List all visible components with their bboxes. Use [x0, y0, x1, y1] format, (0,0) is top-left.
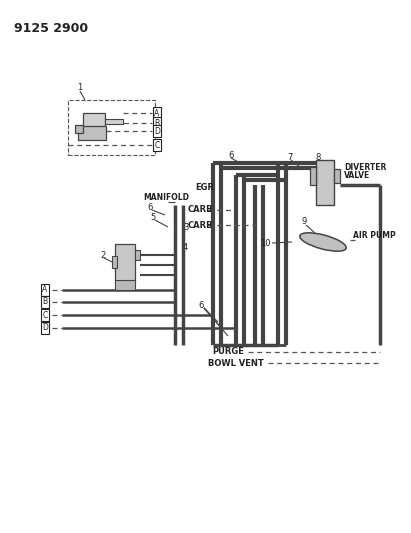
Bar	[334, 169, 340, 183]
Text: VALVE: VALVE	[344, 171, 370, 180]
Text: 9125 2900: 9125 2900	[14, 21, 88, 35]
Bar	[83, 113, 105, 128]
Text: 7: 7	[287, 152, 292, 161]
Bar	[75, 125, 83, 133]
Text: CARB: CARB	[188, 221, 213, 230]
Text: 9: 9	[302, 217, 307, 227]
Text: MANIFOLD: MANIFOLD	[143, 193, 189, 203]
Text: A: A	[42, 286, 48, 295]
Bar	[310, 167, 316, 185]
Bar	[115, 244, 135, 282]
Text: 1: 1	[77, 84, 82, 93]
Text: 4: 4	[183, 244, 188, 253]
Text: 5: 5	[150, 214, 155, 222]
Text: AIR PUMP: AIR PUMP	[353, 230, 396, 239]
Text: C: C	[42, 311, 48, 319]
Text: 6: 6	[147, 204, 152, 213]
Text: C: C	[155, 141, 159, 149]
Text: 6: 6	[228, 150, 233, 159]
Bar	[112, 256, 117, 268]
Bar	[316, 160, 334, 205]
Text: BOWL VENT: BOWL VENT	[208, 359, 264, 367]
Text: DIVERTER: DIVERTER	[344, 163, 386, 172]
Text: 6: 6	[198, 301, 203, 310]
Text: CARB: CARB	[188, 206, 213, 214]
Text: A: A	[155, 109, 159, 117]
Bar	[78, 126, 106, 140]
Bar	[135, 250, 140, 260]
Text: B: B	[42, 297, 48, 306]
Text: B: B	[155, 118, 159, 127]
Text: D: D	[154, 126, 160, 135]
Text: EGR: EGR	[195, 183, 214, 192]
Bar	[105, 119, 123, 124]
Text: 10: 10	[260, 238, 270, 247]
Text: PURGE: PURGE	[212, 348, 244, 357]
Bar	[115, 280, 135, 290]
Text: 8: 8	[315, 152, 321, 161]
Text: 2: 2	[100, 251, 105, 260]
Text: 3: 3	[183, 223, 188, 232]
Text: D: D	[42, 324, 48, 333]
Ellipse shape	[300, 233, 346, 251]
